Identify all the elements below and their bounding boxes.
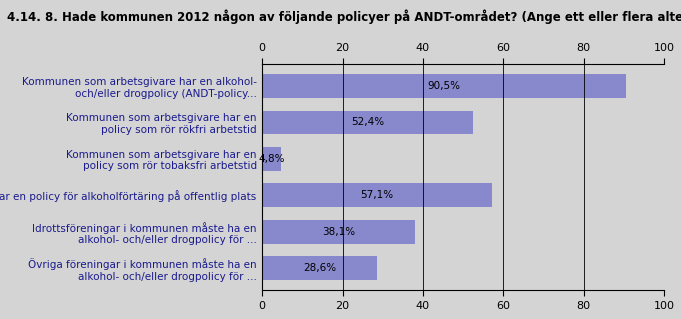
Text: 38,1%: 38,1% (322, 227, 355, 237)
Text: 90,5%: 90,5% (428, 81, 460, 91)
Bar (262, 74, 626, 98)
Bar (262, 111, 473, 134)
Text: 4.14. 8. Hade kommunen 2012 någon av följande policyer på ANDT-området? (Ange et: 4.14. 8. Hade kommunen 2012 någon av föl… (7, 10, 681, 24)
Text: 57,1%: 57,1% (360, 190, 394, 200)
Text: 28,6%: 28,6% (303, 263, 336, 273)
Bar (262, 220, 415, 243)
Bar (262, 256, 377, 280)
Bar (262, 147, 281, 171)
Bar (262, 183, 492, 207)
Text: 4,8%: 4,8% (259, 154, 285, 164)
Text: 52,4%: 52,4% (351, 117, 384, 127)
